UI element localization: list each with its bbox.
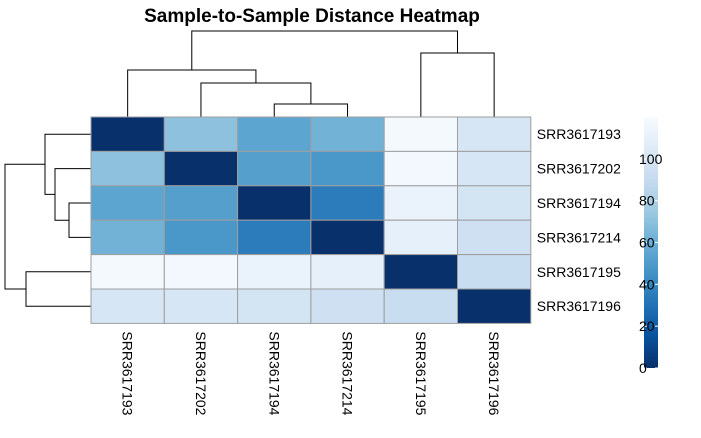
heatmap-cell bbox=[163, 150, 239, 187]
heatmap-cell bbox=[383, 288, 459, 324]
heatmap-cell bbox=[163, 219, 239, 256]
row-dendrogram bbox=[4, 133, 91, 307]
heatmap-cell bbox=[457, 185, 532, 221]
dendrogram-branch bbox=[127, 69, 257, 117]
dendrogram-branch bbox=[4, 163, 45, 290]
heatmap-cell bbox=[163, 254, 239, 290]
column-label: SRR3617195 bbox=[413, 331, 429, 415]
heatmap-cell bbox=[90, 254, 165, 290]
colorbar-tick-label: 100 bbox=[639, 151, 663, 167]
dendrogram-branch bbox=[25, 271, 91, 307]
column-dendrogram bbox=[127, 30, 495, 117]
row-label: SRR3617195 bbox=[537, 264, 621, 280]
heatmap-cell bbox=[457, 288, 532, 324]
heatmap-cell bbox=[163, 116, 239, 152]
heatmap-cell bbox=[457, 219, 532, 256]
dendrogram-branch bbox=[44, 133, 91, 195]
dendrogram-branch bbox=[273, 103, 349, 117]
heatmap-cell bbox=[383, 150, 459, 187]
heatmap-cell bbox=[237, 150, 312, 187]
colorbar-gradient bbox=[644, 117, 658, 368]
heatmap-cell bbox=[310, 185, 385, 221]
heatmap-cell bbox=[90, 219, 165, 256]
heatmap-cells bbox=[90, 116, 532, 324]
dendrogram-branch bbox=[54, 168, 91, 221]
row-label: SRR3617202 bbox=[537, 161, 621, 177]
heatmap-cell bbox=[237, 219, 312, 256]
heatmap-cell bbox=[90, 288, 165, 324]
colorbar-tick-label: 60 bbox=[639, 235, 655, 251]
dendrogram-branch bbox=[68, 202, 91, 238]
column-labels: SRR3617193 SRR3617202 SRR3617194 SRR3617214… bbox=[120, 331, 502, 415]
colorbar-tick-label: 20 bbox=[639, 318, 655, 334]
heatmap-cell bbox=[383, 185, 459, 221]
heatmap-cell bbox=[237, 254, 312, 290]
heatmap-cell bbox=[90, 185, 165, 221]
row-label: SRR3617194 bbox=[537, 195, 621, 211]
row-label: SRR3617214 bbox=[537, 229, 621, 245]
column-label: SRR3617214 bbox=[340, 331, 356, 415]
chart-title: Sample-to-Sample Distance Heatmap bbox=[144, 6, 480, 27]
heatmap-cell bbox=[310, 219, 385, 256]
heatmap-cell bbox=[457, 116, 532, 152]
column-label: SRR3617194 bbox=[266, 331, 282, 415]
column-label: SRR3617202 bbox=[193, 331, 209, 415]
row-label: SRR3617193 bbox=[537, 126, 621, 142]
colorbar-tick-label: 40 bbox=[639, 276, 655, 292]
row-label: SRR3617196 bbox=[537, 298, 621, 314]
heatmap-cell bbox=[310, 288, 385, 324]
heatmap-cell bbox=[457, 150, 532, 187]
colorbar-tick-label: 80 bbox=[639, 193, 655, 209]
heatmap-cell bbox=[90, 116, 165, 152]
column-label: SRR3617196 bbox=[486, 331, 502, 415]
heatmap-cell bbox=[310, 150, 385, 187]
heatmap-cell bbox=[163, 185, 239, 221]
heatmap-cell bbox=[237, 288, 312, 324]
colorbar-legend: 0 20 40 60 80 100 bbox=[639, 117, 663, 376]
heatmap-cell bbox=[90, 150, 165, 187]
heatmap-cell bbox=[237, 116, 312, 152]
heatmap-cell bbox=[457, 254, 532, 290]
heatmap-cell bbox=[383, 116, 459, 152]
dendrogram-branch bbox=[200, 82, 312, 117]
heatmap-cell bbox=[310, 116, 385, 152]
heatmap-cell bbox=[383, 254, 459, 290]
colorbar-tick-label: 0 bbox=[639, 360, 647, 376]
column-label: SRR3617193 bbox=[120, 331, 136, 415]
heatmap-cell bbox=[163, 288, 239, 324]
row-labels: SRR3617193 SRR3617202 SRR3617194 SRR3617214… bbox=[537, 126, 621, 314]
dendrogram-branch bbox=[191, 30, 458, 70]
dendrogram-branch bbox=[420, 52, 495, 117]
heatmap-cell bbox=[310, 254, 385, 290]
heatmap-cell bbox=[237, 185, 312, 221]
heatmap-cell bbox=[383, 219, 459, 256]
